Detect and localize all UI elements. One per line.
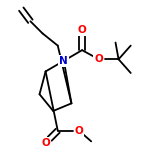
Text: N: N (59, 56, 68, 66)
Text: O: O (41, 138, 50, 148)
Text: O: O (94, 54, 103, 64)
Text: O: O (78, 25, 86, 35)
Text: O: O (75, 126, 83, 136)
